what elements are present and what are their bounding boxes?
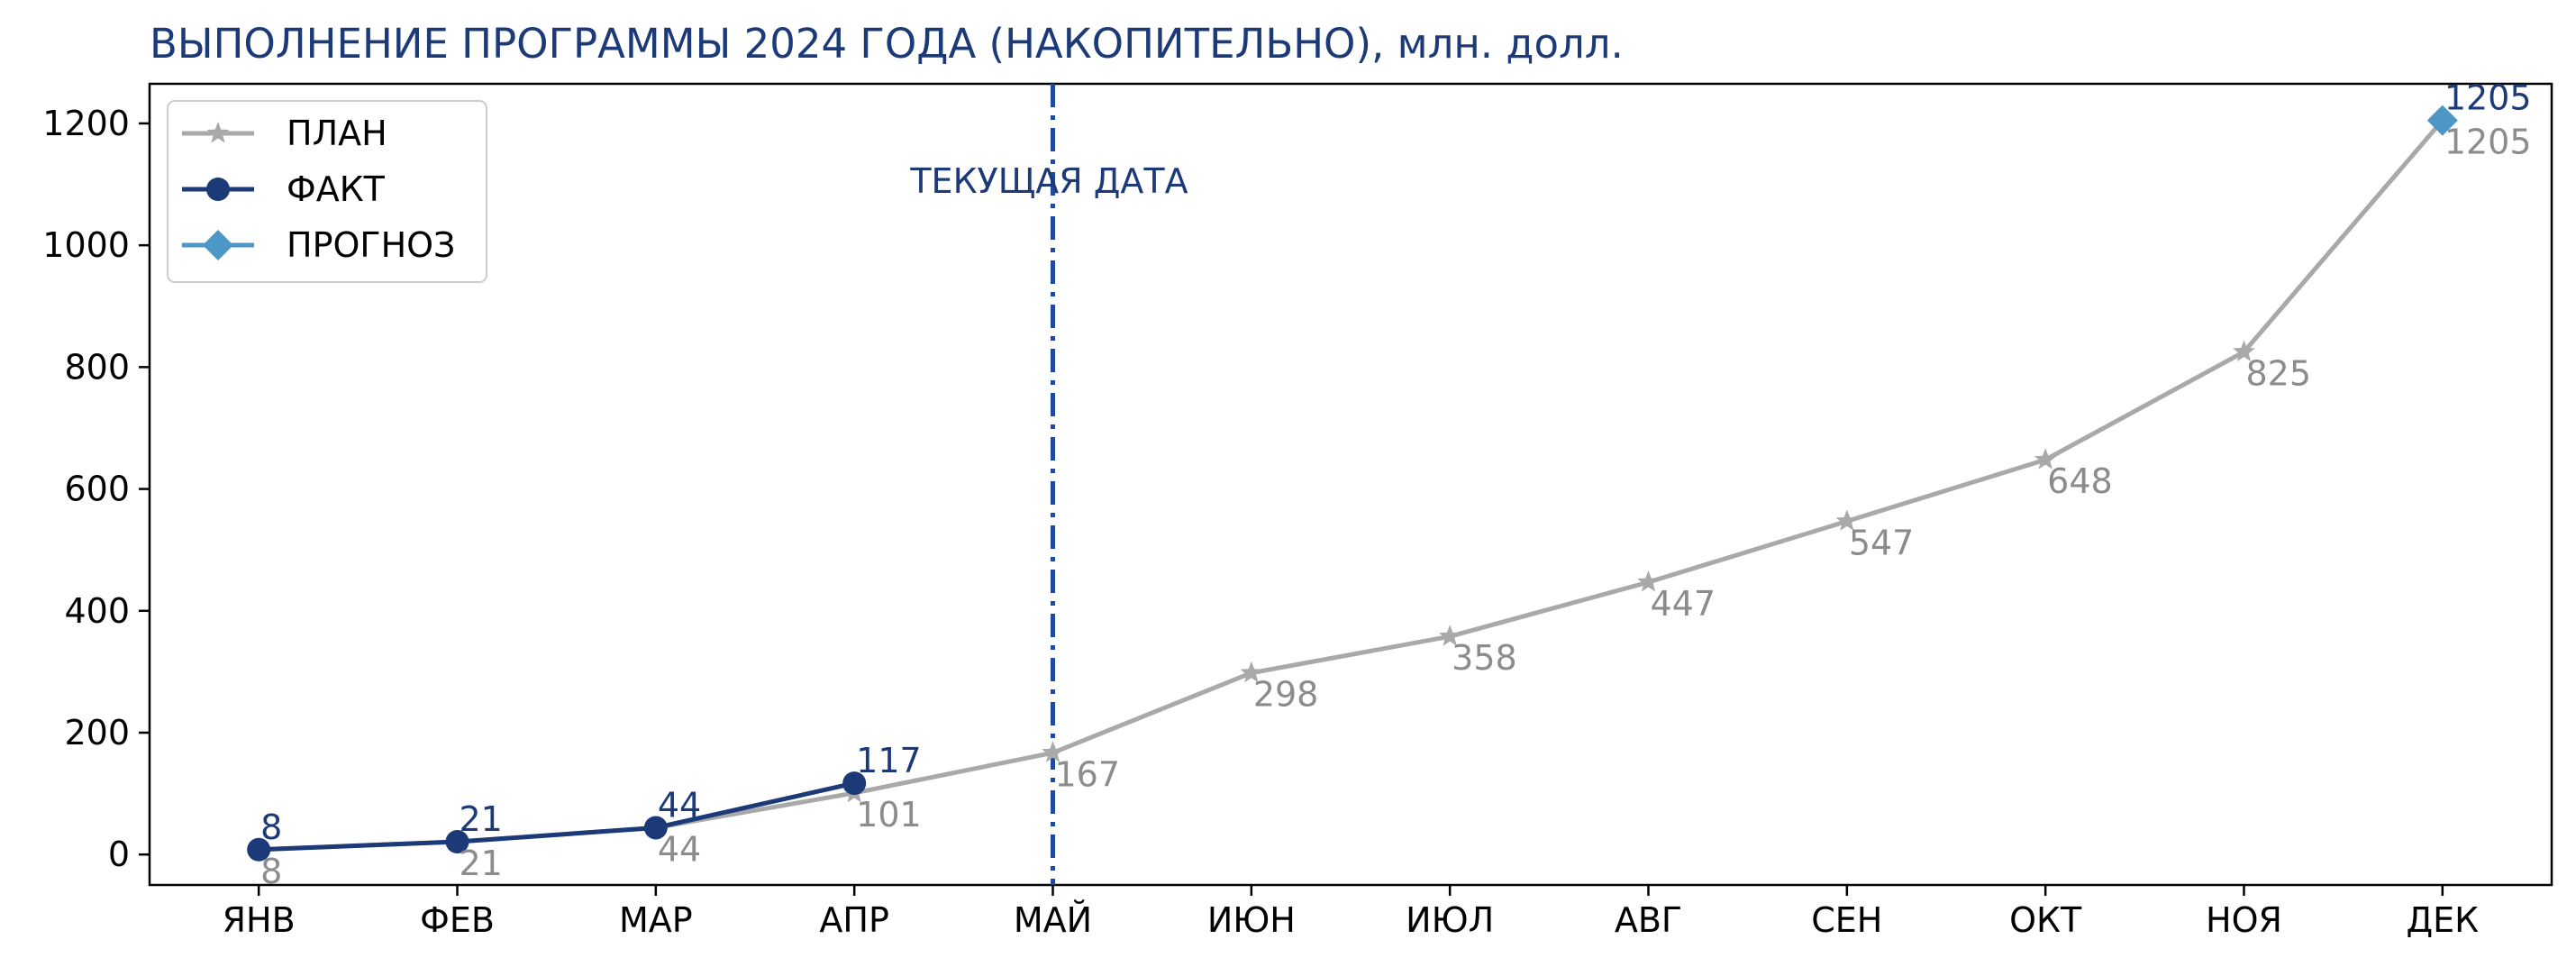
current-date-marker: ТЕКУЩАЯ ДАТА <box>909 84 1188 885</box>
y-tick-label: 600 <box>64 470 130 509</box>
plan-value-label: 648 <box>2047 461 2113 501</box>
legend-swatch-marker <box>203 230 233 260</box>
x-tick-label: ФЕВ <box>420 900 495 940</box>
plot-frame <box>148 82 2553 887</box>
legend-item-forecast: ПРОГНОЗ <box>182 225 455 265</box>
plan-point <box>1042 741 1064 762</box>
y-tick-label: 0 <box>108 835 130 874</box>
forecast-point <box>2426 105 2458 136</box>
fact-point <box>643 816 668 840</box>
plan-point <box>2233 340 2255 361</box>
plan-series-line <box>259 118 2444 853</box>
x-tick-label: ИЮН <box>1207 900 1296 940</box>
series-layer <box>247 105 2458 862</box>
plan-value-label: 825 <box>2245 353 2311 393</box>
forecast-value-label: 1205 <box>2444 78 2532 118</box>
legend-label: ПЛАН <box>287 114 387 153</box>
plan-point <box>1438 625 1461 646</box>
legend-box <box>167 100 487 283</box>
x-tick-label: ЯНВ <box>223 900 296 940</box>
x-tick-label: ОКТ <box>2009 900 2082 940</box>
plan-value-label: 358 <box>1452 638 1517 678</box>
legend: ПЛАН ФАКТ ПРОГНОЗ <box>167 100 487 283</box>
fact-value-label: 44 <box>658 785 701 825</box>
legend-item-plan: ПЛАН <box>182 114 387 153</box>
value-labels: 8 21 44 101 167 298 358 447 547 648 825 1205 8 21 44 11… <box>260 78 2531 891</box>
y-tick-label: 800 <box>64 347 130 387</box>
x-tick-label: ИЮЛ <box>1406 900 1494 940</box>
x-tick-label: АВГ <box>1615 900 1682 940</box>
fact-point <box>247 837 271 862</box>
plan-point <box>1835 509 1859 531</box>
legend-swatch-marker <box>206 178 230 201</box>
plan-value-label: 298 <box>1253 675 1319 715</box>
plan-value-label: 21 <box>460 844 503 883</box>
plan-point <box>1240 661 1263 683</box>
legend-label: ПРОГНОЗ <box>287 225 455 265</box>
plan-value-label: 1205 <box>2444 123 2532 162</box>
fact-point <box>842 771 867 796</box>
x-tick-label: АПР <box>819 900 888 940</box>
plan-value-label: 447 <box>1650 584 1716 624</box>
y-tick-label: 400 <box>64 591 130 631</box>
legend-swatch-marker <box>206 122 230 143</box>
x-tick-label: МАЙ <box>1014 900 1092 940</box>
plan-value-label: 101 <box>856 795 922 835</box>
fact-value-label: 8 <box>260 807 282 847</box>
current-date-label: ТЕКУЩАЯ ДАТА <box>909 161 1188 201</box>
x-axis: ЯНВ ФЕВ МАР АПР МАЙ ИЮН ИЮЛ АВГ СЕН ОКТ НОЯ ДЕК <box>223 885 2479 940</box>
x-tick-label: НОЯ <box>2206 900 2282 940</box>
y-tick-label: 200 <box>64 713 130 753</box>
fact-value-label: 117 <box>856 741 922 780</box>
y-axis: 0 200 400 600 800 1000 1200 <box>42 104 150 874</box>
plan-value-label: 547 <box>1849 523 1915 562</box>
x-tick-label: ДЕК <box>2406 900 2479 940</box>
fact-value-label: 21 <box>460 799 503 839</box>
legend-item-fact: ФАКТ <box>182 169 386 209</box>
x-tick-label: МАР <box>619 900 693 940</box>
plan-value-label: 44 <box>658 829 701 869</box>
y-tick-label: 1200 <box>42 104 130 143</box>
plan-point <box>2034 448 2057 470</box>
legend-label: ФАКТ <box>287 169 386 209</box>
plan-value-label: 8 <box>260 852 282 891</box>
plan-value-label: 167 <box>1055 754 1121 794</box>
chart-title: ВЫПОЛНЕНИЕ ПРОГРАММЫ 2024 ГОДА (НАКОПИТЕ… <box>150 20 1624 68</box>
y-tick-label: 1000 <box>42 225 130 265</box>
plan-point <box>1637 570 1660 592</box>
fact-point <box>445 830 469 854</box>
fact-series-line <box>259 780 855 853</box>
x-tick-label: СЕН <box>1811 900 1882 940</box>
